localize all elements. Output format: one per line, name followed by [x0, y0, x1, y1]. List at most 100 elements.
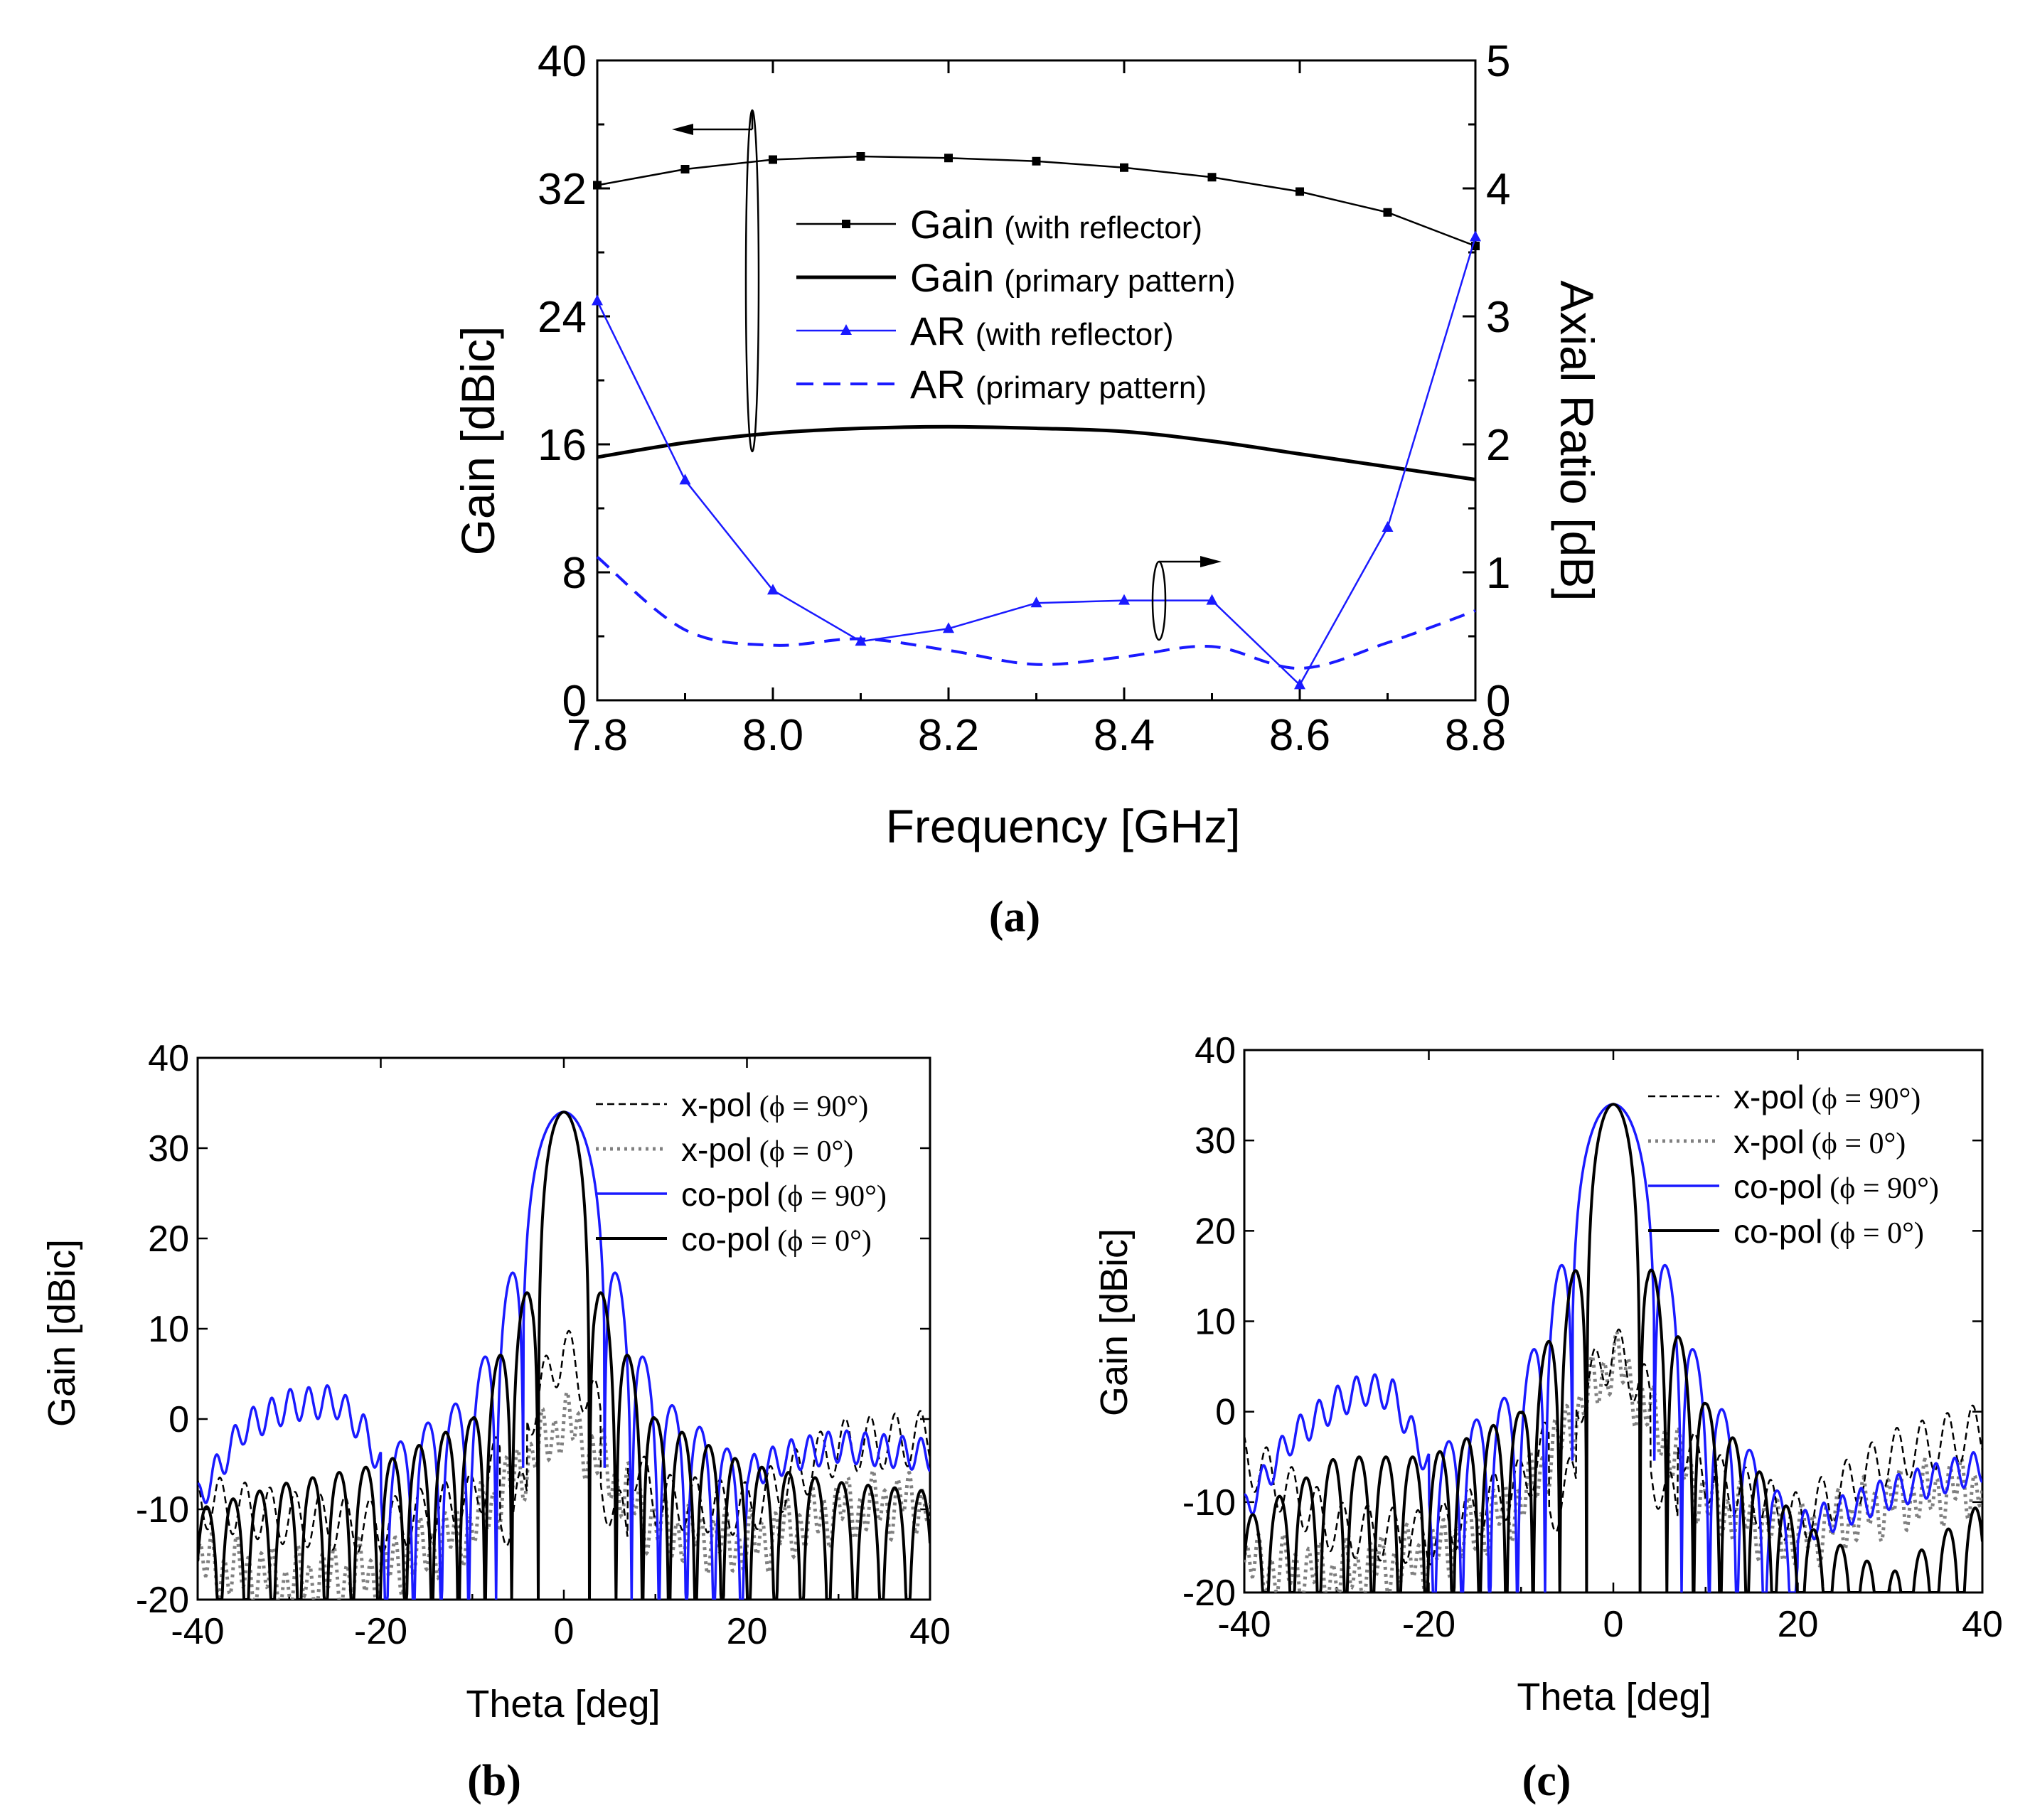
y-tick-label: 0 — [169, 1399, 189, 1440]
pattern-curve-3 — [198, 1110, 930, 1600]
x-tick-label: 7.8 — [567, 711, 628, 760]
x-tick-label: -40 — [1217, 1604, 1271, 1645]
data-point-triangle — [679, 473, 691, 485]
y-tick-label-right: 1 — [1486, 549, 1510, 598]
panel-a-annotations — [672, 109, 1222, 641]
legend-label: x-pol (ϕ = 0°) — [1733, 1123, 1906, 1160]
data-point-triangle — [943, 622, 954, 633]
panel-a-legend: Gain (with reflector) Gain (primary pattern… — [796, 202, 1235, 407]
legend-marker — [840, 324, 852, 335]
pattern-curve-3 — [1244, 1103, 1982, 1592]
panel-b-label: (b) — [467, 1757, 521, 1805]
data-point-square — [769, 155, 777, 164]
legend-label: AR (with reflector) — [910, 309, 1174, 353]
legend-label: co-pol (ϕ = 90°) — [1733, 1168, 1939, 1205]
data-point-square — [944, 154, 953, 163]
y-tick-label-right: 5 — [1486, 37, 1510, 86]
y-tick-label-left: 32 — [538, 165, 587, 214]
data-point-square — [1032, 156, 1041, 166]
y-tick-label: 30 — [1195, 1120, 1236, 1162]
y-tick-label: -10 — [1182, 1482, 1236, 1524]
x-tick-label: 8.2 — [918, 711, 979, 760]
data-point-square — [1383, 208, 1392, 217]
panel-b-ylabel: Gain [dBic] — [41, 1239, 83, 1427]
y-tick-label: 20 — [148, 1219, 189, 1260]
legend-label: Gain (primary pattern) — [910, 255, 1235, 300]
y-tick-label: 10 — [148, 1309, 189, 1350]
series-line-1 — [597, 424, 1476, 481]
legend-qualifier: (ϕ = 0°) — [759, 1135, 854, 1168]
data-point-square — [1120, 163, 1128, 172]
legend-qualifier: (ϕ = 0°) — [1829, 1217, 1924, 1250]
y-tick-label: 20 — [1195, 1211, 1236, 1252]
legend-label: AR (primary pattern) — [910, 362, 1207, 407]
legend-label: Gain (with reflector) — [910, 202, 1202, 247]
legend-qualifier: (ϕ = 90°) — [759, 1091, 869, 1123]
data-point-square — [680, 165, 690, 173]
y-tick-label: 10 — [1195, 1302, 1236, 1343]
y-tick-label: 40 — [1195, 1030, 1236, 1071]
x-tick-label: 8.4 — [1094, 711, 1155, 760]
data-point-triangle — [767, 584, 779, 595]
data-point-square — [593, 181, 602, 190]
legend-label: x-pol (ϕ = 90°) — [681, 1086, 868, 1123]
pattern-curve-0 — [198, 1329, 930, 1555]
y-tick-label-left: 24 — [538, 293, 587, 342]
data-point-triangle — [1470, 230, 1481, 242]
x-tick-label: 8.0 — [742, 711, 803, 760]
x-tick-label: 8.6 — [1269, 711, 1330, 760]
data-point-triangle — [1382, 521, 1394, 532]
x-tick-label: -20 — [354, 1611, 407, 1652]
legend-qualifier: (primary pattern) — [976, 370, 1207, 405]
panel-a-ylabel-right: Axial Ratio [dB] — [1551, 280, 1603, 601]
x-tick-label: 8.8 — [1445, 711, 1506, 760]
legend-qualifier: (with reflector) — [976, 317, 1174, 352]
legend-qualifier: (ϕ = 90°) — [777, 1180, 887, 1213]
x-tick-label: 0 — [554, 1611, 575, 1652]
data-point-square — [1296, 187, 1304, 196]
y-tick-label: -20 — [1182, 1573, 1236, 1614]
x-tick-label: 0 — [1603, 1604, 1624, 1645]
y-tick-label-left: 16 — [538, 421, 587, 470]
x-tick-label: 20 — [1778, 1604, 1819, 1645]
y-tick-label-left: 0 — [562, 677, 587, 726]
x-tick-label: -20 — [1402, 1604, 1455, 1645]
data-point-triangle — [1206, 594, 1218, 605]
panel-b-xlabel: Theta [deg] — [466, 1683, 660, 1725]
legend-label: co-pol (ϕ = 0°) — [1733, 1213, 1924, 1250]
data-point-triangle — [1030, 596, 1042, 608]
panel-c-series — [1244, 1103, 1982, 1592]
panel-c-label: (c) — [1522, 1757, 1571, 1805]
y-tick-label-right: 0 — [1486, 677, 1510, 726]
y-tick-label: -10 — [136, 1489, 189, 1531]
y-tick-label: 30 — [148, 1128, 189, 1169]
legend-label: x-pol (ϕ = 90°) — [1733, 1078, 1921, 1115]
y-tick-label: 0 — [1215, 1392, 1236, 1433]
legend-qualifier: (ϕ = 0°) — [1812, 1128, 1906, 1160]
legend-label: co-pol (ϕ = 90°) — [681, 1176, 887, 1213]
panel-a-xlabel: Frequency [GHz] — [886, 800, 1241, 852]
data-point-square — [856, 152, 865, 161]
panel-c-legend: x-pol (ϕ = 90°) x-pol (ϕ = 0°) co-pol (ϕ = 90… — [1648, 1078, 1939, 1250]
panel-c-ylabel: Gain [dBic] — [1093, 1228, 1136, 1416]
panel-a-ylabel-left: Gain [dBic] — [452, 326, 504, 556]
data-point-square — [1207, 173, 1217, 182]
x-tick-label: 40 — [909, 1611, 951, 1652]
y-tick-label: -20 — [136, 1580, 189, 1621]
legend-qualifier: (primary pattern) — [1004, 264, 1235, 299]
data-point-triangle — [1118, 594, 1130, 605]
y-tick-label-right: 4 — [1486, 165, 1510, 214]
legend-qualifier: (ϕ = 0°) — [777, 1225, 872, 1258]
series-line-3 — [596, 555, 1476, 670]
data-point-triangle — [1294, 678, 1305, 690]
legend-qualifier: (ϕ = 90°) — [1829, 1172, 1939, 1205]
legend-qualifier: (ϕ = 90°) — [1812, 1083, 1921, 1115]
legend-marker — [842, 220, 850, 228]
gain-arrow-head — [672, 124, 693, 135]
